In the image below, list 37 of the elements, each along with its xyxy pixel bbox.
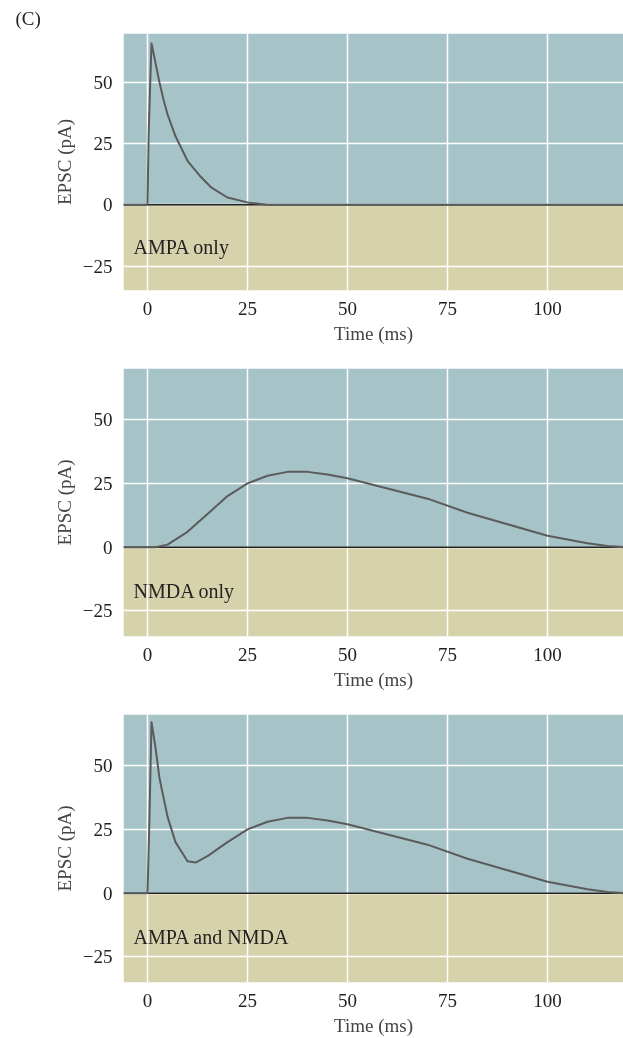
y-tick-label: 0 bbox=[103, 882, 113, 904]
x-axis-title: Time (ms) bbox=[334, 668, 414, 691]
x-tick-label: 25 bbox=[238, 643, 257, 665]
x-tick-label: 100 bbox=[533, 989, 562, 1011]
y-tick-label: −25 bbox=[82, 255, 113, 277]
x-tick-label: 25 bbox=[238, 297, 257, 319]
x-tick-label: 50 bbox=[338, 297, 357, 319]
x-axis-title: Time (ms) bbox=[334, 1014, 414, 1037]
x-tick-label: 100 bbox=[533, 297, 562, 319]
y-tick-label: 50 bbox=[93, 755, 113, 777]
y-tick-label: 25 bbox=[93, 818, 113, 840]
annotation: AMPA only bbox=[133, 235, 229, 259]
y-axis-title: EPSC (pA) bbox=[53, 805, 76, 892]
x-tick-label: 75 bbox=[438, 297, 457, 319]
x-tick-label: 75 bbox=[438, 643, 457, 665]
y-tick-label: 25 bbox=[93, 133, 113, 155]
y-tick-label: 0 bbox=[103, 536, 113, 558]
annotation: AMPA and NMDA bbox=[133, 925, 289, 948]
x-axis-title: Time (ms) bbox=[334, 322, 414, 345]
chart-title: (C) bbox=[15, 7, 41, 30]
y-tick-label: −25 bbox=[82, 600, 113, 622]
x-tick-label: 0 bbox=[142, 297, 153, 319]
x-tick-label: 0 bbox=[142, 643, 153, 665]
y-axis-title: EPSC (pA) bbox=[53, 459, 76, 546]
y-tick-label: 25 bbox=[93, 472, 113, 494]
annotation: NMDA only bbox=[133, 579, 235, 603]
y-tick-label: 0 bbox=[103, 194, 113, 216]
y-tick-label: 50 bbox=[93, 71, 113, 93]
x-tick-label: 0 bbox=[142, 989, 153, 1011]
y-tick-label: 50 bbox=[93, 409, 113, 431]
x-tick-label: 75 bbox=[438, 989, 457, 1011]
x-tick-label: 100 bbox=[533, 643, 562, 665]
x-tick-label: 25 bbox=[238, 989, 257, 1011]
x-tick-label: 50 bbox=[338, 643, 357, 665]
x-tick-label: 50 bbox=[338, 989, 357, 1011]
y-tick-label: −25 bbox=[82, 946, 113, 968]
y-axis-title: EPSC (pA) bbox=[53, 118, 76, 206]
